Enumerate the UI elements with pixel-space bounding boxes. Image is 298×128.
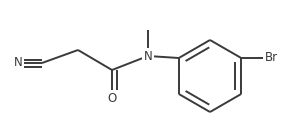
Text: O: O xyxy=(107,92,117,104)
Text: N: N xyxy=(14,56,22,70)
Text: Br: Br xyxy=(265,51,278,65)
Text: N: N xyxy=(144,50,152,62)
